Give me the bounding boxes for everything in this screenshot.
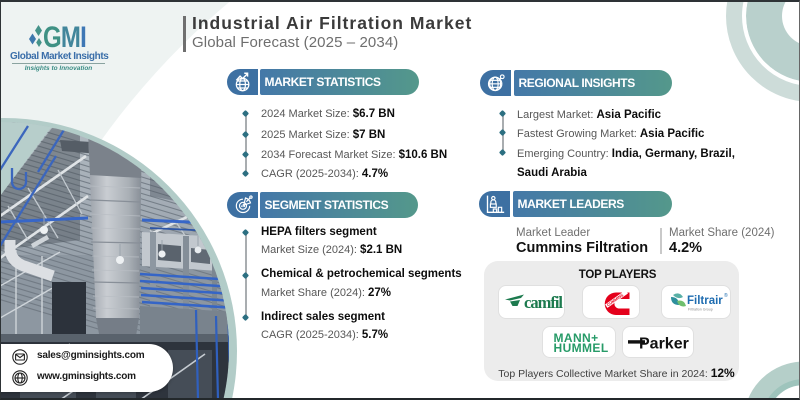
svg-text:Filtrair: Filtrair <box>687 295 723 307</box>
svg-text:camfil: camfil <box>524 293 563 312</box>
svg-text:Parker: Parker <box>639 336 689 353</box>
svg-text:®: ® <box>724 292 728 299</box>
svg-text:Filtration Group: Filtration Group <box>688 307 713 311</box>
